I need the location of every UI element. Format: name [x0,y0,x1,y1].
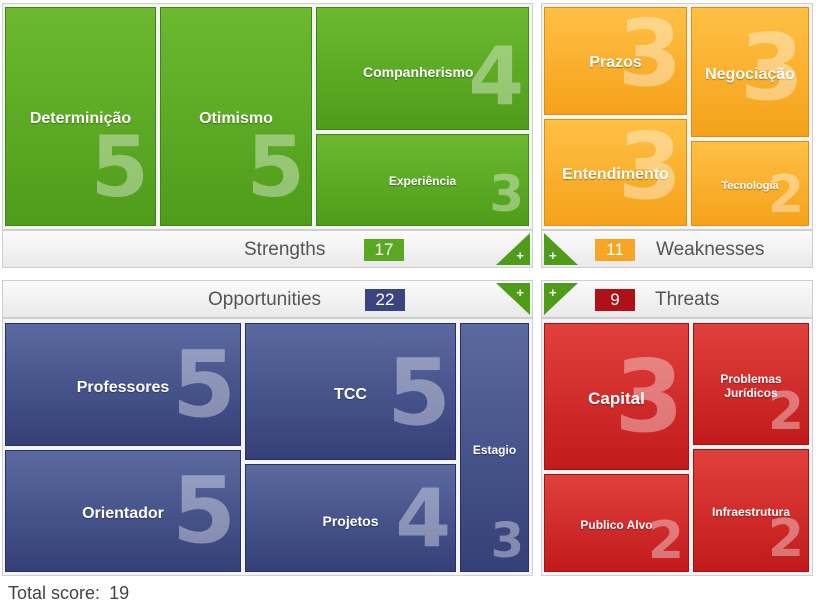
tile-score: 2 [767,509,804,569]
strengths-label: Strengths [244,239,326,260]
weakness-tile-negociacao[interactable]: Negociação 3 [691,7,809,137]
opportunity-tile-estagio[interactable]: Estagio 3 [460,323,529,572]
tile-label: Publico Alvo [580,518,653,532]
threat-tile-publico-alvo[interactable]: Publico Alvo 2 [544,474,689,572]
weaknesses-bar: + 11 Weaknesses [541,230,813,268]
opportunities-count-badge: 22 [365,289,405,311]
tile-label: Problemas Jurídicos [720,372,782,400]
tile-label: Determinição [29,110,132,127]
threats-label: Threats [655,289,720,310]
threats-bar: + 9 Threats [541,280,813,318]
strength-tile-determinicao[interactable]: Determinição 5 [5,7,156,226]
total-score-value: 19 [109,583,130,603]
tile-label: Otimismo [199,110,273,127]
tile-score: 5 [90,118,149,216]
tile-label: Experiência [388,174,457,188]
tile-score: 3 [739,14,804,121]
tile-score: 5 [171,331,236,438]
tile-label: Projetos [322,513,379,529]
threats-count-badge: 9 [595,289,635,311]
opportunity-tile-orientador[interactable]: Orientador 5 [5,450,241,572]
strength-tile-companherismo[interactable]: Companherismo 4 [316,7,529,130]
tile-score: 5 [246,118,305,216]
tile-label: Estagio [472,443,517,457]
tile-score: 3 [617,119,682,220]
total-score: Total score: 19 [8,583,129,604]
tile-score: 3 [489,165,524,223]
tile-label: Negociação [705,66,795,83]
strengths-count-badge: 17 [364,239,404,261]
weaknesses-count-badge: 11 [595,239,635,261]
opportunity-tile-tcc[interactable]: TCC 5 [245,323,456,460]
weakness-tile-prazos[interactable]: Prazos 3 [544,7,687,115]
strength-tile-otimismo[interactable]: Otimismo 5 [160,7,312,226]
tile-label: Prazos [589,54,642,71]
threats-add-triangle[interactable] [544,283,578,315]
tile-score: 3 [617,7,682,107]
tile-label: Tecnologia [721,180,779,192]
weakness-tile-tecnologia[interactable]: Tecnologia 2 [691,141,809,226]
threat-tile-infraestrutura[interactable]: Infraestrutura 2 [693,449,809,572]
tile-label: Companherismo [363,64,474,80]
weakness-tile-entendimento[interactable]: Entendimento 3 [544,119,687,226]
tile-label: Orientador [82,505,164,522]
opportunities-add-triangle[interactable] [496,283,530,315]
weaknesses-label: Weaknesses [656,239,765,260]
plus-icon[interactable]: + [549,285,557,300]
opportunities-bar: Opportunities 22 + [2,280,533,318]
tile-score: 2 [647,511,684,571]
tile-score: 5 [386,339,451,446]
tile-label: Capital [588,389,645,408]
plus-icon[interactable]: + [516,248,524,263]
opportunities-label: Opportunities [208,289,322,310]
opportunity-tile-professores[interactable]: Professores 5 [5,323,241,446]
tile-score: 4 [468,30,524,123]
threat-tile-capital[interactable]: Capital 3 [544,323,689,470]
strengths-add-triangle[interactable] [496,233,530,265]
tile-score: 4 [395,472,451,565]
plus-icon[interactable]: + [549,248,557,263]
plus-icon[interactable]: + [516,285,524,300]
tile-score: 3 [614,338,684,455]
tile-label: Professores [76,379,170,396]
total-score-label: Total score: [8,583,101,603]
threat-tile-problemas-juridicos[interactable]: Problemas Jurídicos 2 [693,323,809,445]
weaknesses-add-triangle[interactable] [544,233,578,265]
opportunity-tile-projetos[interactable]: Projetos 4 [245,464,456,572]
tile-score: 3 [490,513,524,569]
tile-label: TCC [334,386,367,403]
tile-score: 2 [767,382,804,442]
tile-label: Entendimento [562,166,669,183]
tile-score: 2 [767,165,804,225]
tile-label: Infraestrutura [711,505,791,519]
strength-tile-experiencia[interactable]: Experiência 3 [316,134,529,226]
tile-score: 5 [171,457,236,564]
strengths-bar: Strengths 17 + [2,230,533,268]
